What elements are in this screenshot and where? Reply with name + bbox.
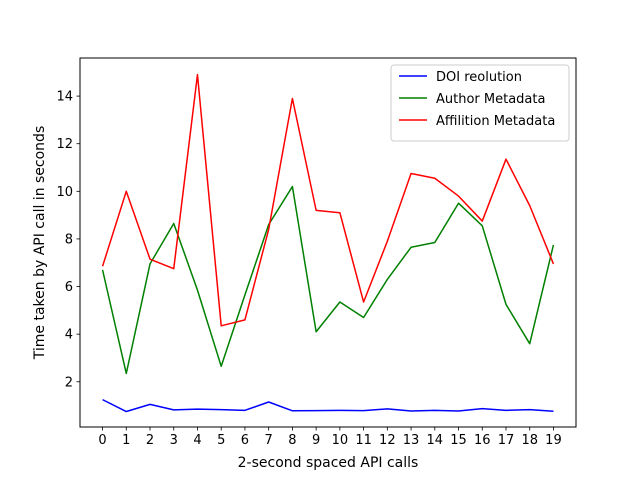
x-tick-label: 3 [170, 433, 178, 448]
x-tick-label: 15 [450, 433, 467, 448]
y-axis-label: Time taken by API call in seconds [32, 126, 48, 361]
y-tick-label: 14 [56, 90, 73, 105]
x-tick-label: 9 [312, 433, 320, 448]
legend: DOI reolution Author Metadata Affilition M… [391, 65, 569, 141]
y-tick-label: 6 [65, 280, 73, 295]
x-tick-label: 14 [427, 433, 444, 448]
y-tick-label: 12 [56, 137, 73, 152]
y-tick-label: 8 [65, 232, 73, 247]
x-tick-label: 18 [521, 433, 538, 448]
y-tick-label: 2 [65, 375, 73, 390]
x-axis-label: 2-second spaced API calls [238, 455, 419, 471]
x-tick-label: 6 [241, 433, 249, 448]
x-tick-label: 1 [122, 433, 130, 448]
x-tick-label: 10 [332, 433, 349, 448]
legend-label: Affilition Metadata [436, 114, 555, 129]
x-tick-label: 16 [474, 433, 491, 448]
x-tick-label: 2 [146, 433, 154, 448]
x-tick-label: 0 [98, 433, 106, 448]
x-tick-label: 7 [265, 433, 273, 448]
y-tick-label: 10 [56, 185, 73, 200]
x-tick-label: 13 [403, 433, 420, 448]
x-tick-label: 11 [355, 433, 372, 448]
y-tick-label: 4 [65, 328, 73, 343]
legend-label: DOI reolution [436, 70, 522, 85]
x-tick-label: 8 [288, 433, 296, 448]
x-tick-label: 4 [193, 433, 201, 448]
x-tick-label: 5 [217, 433, 225, 448]
x-tick-label: 12 [379, 433, 396, 448]
x-tick-label: 17 [498, 433, 515, 448]
x-tick-label: 19 [545, 433, 562, 448]
legend-label: Author Metadata [436, 92, 545, 107]
